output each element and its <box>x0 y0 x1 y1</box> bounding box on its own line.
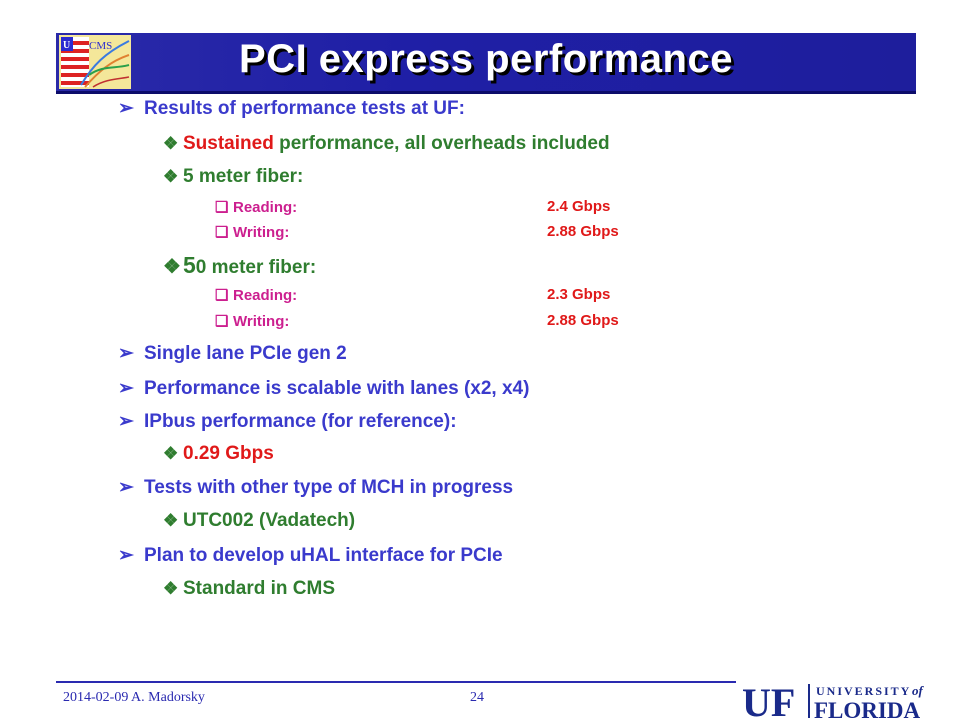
footer-date-author: 2014-02-09 A. Madorsky <box>63 690 205 705</box>
row-5m-reading: ❑ Reading: 2.4 Gbps <box>215 198 611 216</box>
bullet-utc002: ❖ UTC002 (Vadatech) <box>163 510 356 531</box>
bullet-scalable: ➢ Performance is scalable with lanes (x2,… <box>118 378 530 399</box>
logo-of-text: of <box>912 683 925 698</box>
row-50m-reading: ❑ Reading: 2.3 Gbps <box>215 286 611 304</box>
logo-university-text: UNIVERSITY <box>816 684 911 698</box>
bullet-sustained: ❖ Sustained performance, all overheads in… <box>163 133 610 154</box>
bullet-single-lane: ➢ Single lane PCIe gen 2 <box>118 343 347 364</box>
bullet-50m-fiber: ❖50 meter fiber: <box>163 252 317 278</box>
bullet-results: ➢ Results of performance tests at UF: <box>118 98 465 119</box>
logo-uf-text: UF <box>742 680 795 720</box>
svg-text:U: U <box>63 40 70 51</box>
bullet-tests-mch: ➢ Tests with other type of MCH in progres… <box>118 477 514 498</box>
svg-text:CMS: CMS <box>89 40 112 52</box>
title-bar: PCI express performance <box>56 33 916 94</box>
slide-title: PCI express performance <box>239 37 733 81</box>
bullet-plan-uhal: ➢ Plan to develop uHAL interface for PCIe <box>118 545 503 566</box>
bullet-ipbus: ➢ IPbus performance (for reference): <box>118 411 457 432</box>
bullet-ipbus-value: ❖ 0.29 Gbps <box>163 443 274 464</box>
cms-logo-icon: U CMS <box>59 35 131 89</box>
bullet-5m-fiber: ❖ 5 meter fiber: <box>163 166 304 187</box>
page-number: 24 <box>470 690 484 705</box>
row-50m-writing: ❑ Writing: 2.88 Gbps <box>215 312 619 330</box>
footer-divider <box>56 681 736 683</box>
logo-florida-text: FLORIDA <box>814 698 920 720</box>
uf-florida-logo-icon: UF UNIVERSITY of FLORIDA <box>742 680 925 720</box>
row-5m-writing: ❑ Writing: 2.88 Gbps <box>215 223 619 241</box>
bullet-standard-cms: ❖ Standard in CMS <box>163 578 336 599</box>
